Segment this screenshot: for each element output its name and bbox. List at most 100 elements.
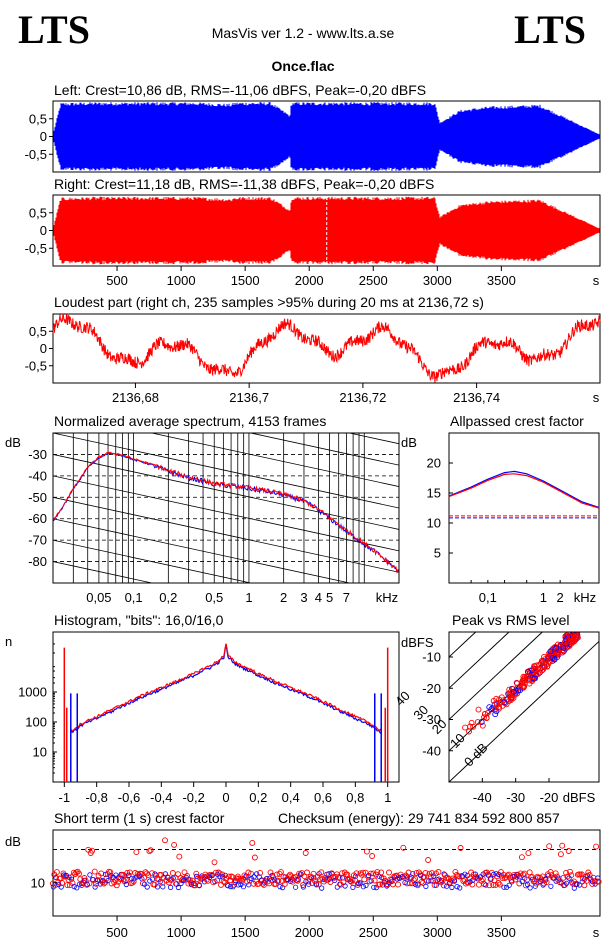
crest-point-left (410, 871, 416, 877)
level-point (572, 632, 579, 635)
crest-point-left (71, 883, 77, 890)
pvr-area (449, 625, 599, 782)
crest-point-right (560, 874, 567, 881)
crest-point-left (389, 878, 395, 884)
level-point (482, 710, 488, 717)
x-tick-label: 5 (326, 590, 333, 605)
level-point (475, 706, 482, 713)
y-tick-label: 0 (40, 341, 47, 356)
pvr-frame (448, 631, 600, 783)
level-point (526, 680, 533, 687)
level-point (497, 700, 503, 707)
y-tick-label: -0,5 (25, 358, 47, 373)
crest-point-left (285, 877, 291, 883)
peak-rms-title: Peak vs RMS level (452, 612, 570, 628)
y-tick-label: 0 (40, 223, 47, 238)
crest-point-left (595, 875, 601, 881)
level-point (570, 632, 576, 635)
app-title: MasVis ver 1.2 - www.lts.a.se (211, 25, 395, 41)
y-tick-label: -80 (28, 554, 47, 569)
crest-point-left (240, 884, 247, 890)
y-tick-label: -0,5 (25, 147, 47, 162)
x-tick-label: 1500 (231, 273, 260, 288)
x-tick-label: 2000 (295, 925, 324, 940)
crest-point-left (300, 884, 306, 890)
crest-point-right (171, 841, 178, 848)
x-tick-label: -30 (506, 790, 525, 805)
crest-point-right (413, 870, 420, 877)
crest-point-right (557, 851, 564, 858)
x-tick-label: 3500 (487, 925, 516, 940)
crest-point-right (426, 870, 433, 877)
y-axis-label: dBFS (401, 635, 434, 650)
crest-point-right (361, 876, 368, 883)
crest-point-right (130, 878, 137, 885)
crest-point-left (277, 883, 283, 890)
y-tick-label: -60 (28, 511, 47, 526)
y-tick-label: 1000 (18, 685, 47, 700)
x-tick-label: 2500 (359, 925, 388, 940)
crest-point-right (547, 869, 554, 876)
y-tick-label: 20 (427, 456, 441, 471)
level-point (551, 655, 558, 662)
waveform-trace (53, 102, 600, 171)
crest-point-right (194, 876, 201, 883)
crest-point-right (155, 876, 162, 883)
level-point (493, 701, 500, 707)
slope-line (53, 604, 399, 679)
crest-point-left (472, 871, 478, 877)
crest-point-right (422, 869, 429, 876)
x-tick-label: 0,1 (125, 590, 143, 605)
crest-point-right (409, 880, 416, 887)
crest-point-right (356, 879, 363, 886)
crest-point-left (222, 872, 228, 878)
x-tick-label: -0,8 (85, 790, 107, 805)
level-point (495, 705, 502, 712)
crest-point-left (352, 873, 359, 879)
slope-line (149, 433, 399, 487)
spectrum-area (53, 433, 399, 679)
crest-point-right (457, 845, 464, 851)
crest-point-right (584, 877, 590, 884)
crest-point-right (302, 850, 309, 856)
crest-point-right (369, 853, 376, 859)
level-point (481, 714, 488, 721)
crest-point-right (496, 881, 503, 888)
level-point (558, 645, 565, 651)
crest-point-right (186, 876, 193, 883)
spectrum-frame (52, 432, 400, 584)
x-tick-label: 0,6 (314, 790, 332, 805)
crest-point-left (355, 880, 361, 887)
histogram-title: Histogram, "bits": 16,0/16,0 (54, 612, 224, 628)
crest-point-right (133, 849, 140, 856)
level-point (545, 655, 551, 662)
crest-point-left (527, 885, 533, 891)
crest-point-right (499, 874, 506, 881)
crest-point-left (142, 881, 148, 887)
right-histogram-curve (70, 643, 382, 732)
crest-point-left (384, 883, 390, 889)
crest-point-left (449, 884, 455, 891)
x-tick-label: 0 (222, 790, 229, 805)
level-point (541, 656, 548, 663)
crest-diagonal (449, 632, 544, 721)
x-tick-label: 1000 (167, 925, 196, 940)
crest-point-right (591, 878, 598, 885)
y-tick-label: -30 (28, 447, 47, 462)
crest-point-right (376, 881, 383, 888)
crest-point-right (353, 870, 360, 877)
crest-point-right (360, 869, 366, 876)
crest-point-right (214, 877, 221, 884)
crest-point-right (261, 881, 267, 888)
slope-line (53, 433, 399, 509)
crest-point-left (196, 883, 202, 889)
crest-point-right (277, 869, 284, 876)
x-tick-label: 3000 (423, 925, 452, 940)
level-point (478, 719, 485, 725)
x-unit-label: kHz (574, 590, 596, 605)
level-point (565, 638, 572, 645)
level-point (576, 625, 581, 630)
crest-point-left (126, 872, 132, 878)
crest-point-right (336, 875, 343, 881)
crest-point-left (423, 883, 429, 890)
